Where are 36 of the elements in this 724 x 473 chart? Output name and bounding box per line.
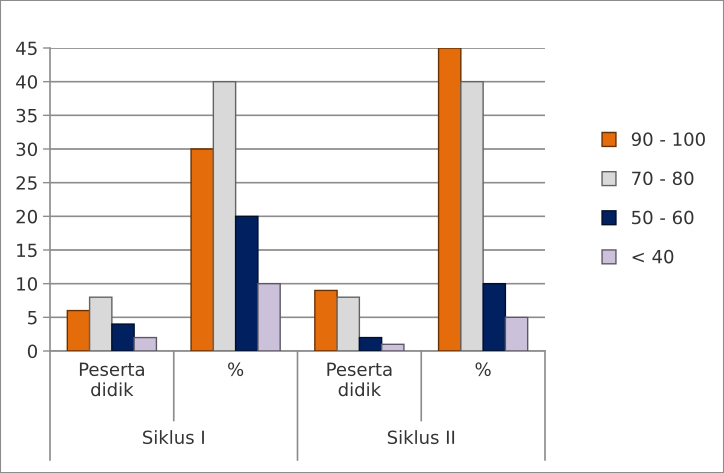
legend-label: 90 - 100: [632, 132, 705, 146]
bar: [190, 148, 214, 351]
x-tick-label: Peserta didik: [80, 362, 144, 396]
bar: [380, 344, 405, 351]
y-tick-label: 40: [16, 75, 37, 89]
y-tick-label: 15: [17, 244, 37, 258]
legend-label: 50 - 60: [632, 210, 694, 224]
x-tick-label: Peserta didik: [327, 362, 392, 396]
bar: [504, 316, 528, 351]
bar: [438, 48, 462, 351]
bar: [482, 282, 506, 351]
bar: [234, 216, 259, 351]
bar: [358, 336, 382, 351]
y-tick-label: 5: [28, 311, 37, 324]
bar: [314, 290, 338, 351]
y-tick-label: 10: [17, 277, 37, 291]
bar: [336, 296, 360, 351]
bar: [257, 282, 281, 351]
x-tick-label: %: [228, 362, 244, 376]
y-tick-label: 0: [28, 344, 37, 358]
legend-label: < 40: [632, 250, 674, 264]
y-tick-label: 20: [16, 210, 37, 224]
bar: [212, 80, 236, 351]
x-tick-label: %: [476, 362, 491, 376]
y-tick-label: 35: [16, 108, 37, 122]
bar: [66, 310, 90, 351]
bar: [111, 323, 135, 351]
legend-label: 70 - 80: [632, 172, 694, 186]
y-tick-label: 45: [16, 42, 37, 56]
bar: [133, 336, 158, 351]
text: Siklus II: [388, 430, 454, 444]
bar: [88, 296, 113, 351]
y-tick-label: 25: [16, 176, 37, 190]
text: Siklus I: [143, 430, 204, 444]
bar: [460, 80, 484, 351]
y-tick-label: 30: [16, 142, 37, 156]
